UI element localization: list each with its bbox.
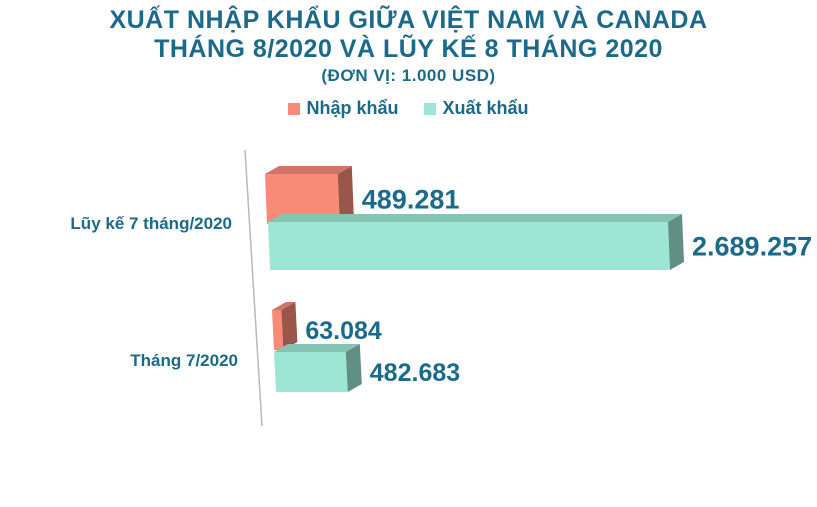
bar-export-1-side (345, 344, 362, 392)
legend-label-export: Xuất khẩu (442, 98, 529, 118)
bar-import-1-top (272, 302, 296, 310)
category-axis-line (244, 149, 263, 427)
bar-import-1-side (281, 302, 298, 350)
category-label-month: Tháng 7/2020 (130, 351, 238, 370)
bar-import-1 (272, 310, 284, 350)
chart-title-line-1: XUẤT NHẬP KHẨU GIỮA VIỆT NAM VÀ CANADA (109, 6, 708, 34)
chart-title: XUẤT NHẬP KHẨU GIỮA VIỆT NAM VÀ CANADA T… (0, 6, 817, 86)
data-label-import-0: 489.281 (362, 185, 460, 215)
data-label-export-1: 482.683 (370, 359, 460, 387)
bar-export-1-top (274, 344, 360, 352)
legend-swatch-import (288, 102, 301, 115)
bars-group: 489.281 2.689.257 63.084 482.683 (265, 166, 812, 392)
bar-export-0-top (268, 214, 682, 222)
chart-title-line-2: THÁNG 8/2020 VÀ LŨY KẾ 8 THÁNG 2020 (154, 35, 663, 63)
bar-export-1 (274, 352, 348, 392)
data-label-export-0: 2.689.257 (692, 232, 812, 262)
category-label-cumulative: Lũy kế 7 tháng/2020 (70, 214, 232, 233)
legend-item-export: Xuất khẩu (424, 98, 529, 119)
bar-export-0 (268, 222, 670, 270)
chart-subtitle: (ĐƠN VỊ: 1.000 USD) (321, 66, 496, 85)
bar-import-0-side (337, 166, 354, 224)
bar-import-0 (265, 174, 340, 224)
bar-import-0-top (265, 166, 352, 174)
legend-label-import: Nhập khẩu (306, 98, 399, 118)
legend-swatch-export (424, 102, 437, 115)
chart-legend: Nhập khẩu Xuất khẩu (0, 98, 817, 119)
bar-export-0-side (668, 214, 684, 270)
legend-item-import: Nhập khẩu (288, 98, 398, 119)
data-label-import-1: 63.084 (305, 317, 382, 345)
